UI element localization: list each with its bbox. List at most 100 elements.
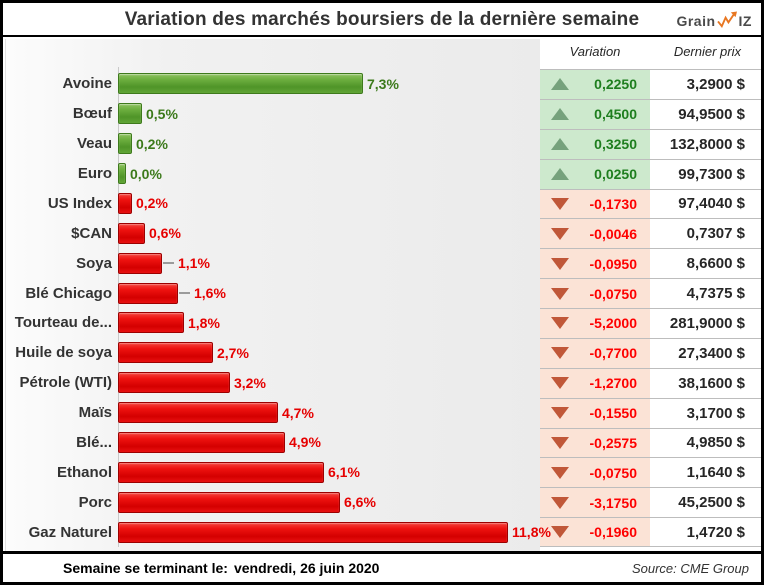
bar-value-label: 7,3% bbox=[367, 75, 399, 92]
variation-value: -0,0750 bbox=[589, 464, 637, 481]
chart-row: Veau 0,2% 0,3250 132,8000 $ bbox=[3, 128, 761, 159]
chart-row: Huile de soya 2,7% -0,7700 27,3400 $ bbox=[3, 337, 761, 368]
down-triangle-icon bbox=[551, 257, 569, 270]
variation-value: -0,2575 bbox=[589, 434, 637, 451]
negative-bar bbox=[118, 312, 184, 334]
bar-value-label: 11,8% bbox=[512, 524, 551, 541]
variation-cell: 0,4500 bbox=[540, 98, 650, 129]
variation-value: -0,0750 bbox=[589, 285, 637, 302]
bar-zone: 0,6% bbox=[118, 218, 540, 248]
bar-zone: 7,3% bbox=[118, 69, 540, 99]
column-header-price: Dernier prix bbox=[673, 44, 741, 59]
price-cell: 8,6600 $ bbox=[650, 248, 761, 279]
down-triangle-icon bbox=[551, 496, 569, 509]
chart-row: Avoine 7,3% 0,2250 3,2900 $ bbox=[3, 69, 761, 99]
price-cell: 132,8000 $ bbox=[650, 128, 761, 159]
variation-cell: 0,0250 bbox=[540, 158, 650, 189]
bar-value-label: 2,7% bbox=[217, 344, 249, 361]
bar-zone: 0,5% bbox=[118, 99, 540, 129]
footer: Semaine se terminant le: vendredi, 26 jui… bbox=[3, 551, 761, 582]
variation-value: -0,0950 bbox=[589, 255, 637, 272]
variation-cell: -0,7700 bbox=[540, 337, 650, 368]
variation-value: -5,2000 bbox=[589, 315, 637, 332]
price-cell: 0,7307 $ bbox=[650, 218, 761, 249]
chart-row: Blé... 4,9% -0,2575 4,9850 $ bbox=[3, 427, 761, 458]
row-label: $CAN bbox=[71, 224, 112, 242]
chart-row: Gaz Naturel 11,8% -0,1960 1,4720 $ bbox=[3, 517, 761, 547]
bar-value-label: 6,6% bbox=[344, 494, 376, 511]
positive-bar bbox=[118, 103, 142, 125]
row-label: Porc bbox=[78, 493, 112, 511]
price-value: 4,7375 $ bbox=[686, 285, 745, 303]
bar-value-label: 0,0% bbox=[130, 165, 162, 182]
row-label: Huile de soya bbox=[15, 344, 112, 362]
variation-value: 0,2250 bbox=[594, 76, 637, 93]
bar-zone: 0,2% bbox=[118, 189, 540, 219]
variation-value: -0,0046 bbox=[589, 225, 637, 242]
down-triangle-icon bbox=[551, 377, 569, 390]
row-label: Pétrole (WTI) bbox=[19, 374, 113, 392]
chart-row: US Index 0,2% -0,1730 97,4040 $ bbox=[3, 188, 761, 219]
bar-value-label: 0,2% bbox=[136, 195, 168, 212]
bar-value-label: 0,2% bbox=[136, 135, 168, 152]
price-cell: 45,2500 $ bbox=[650, 487, 761, 518]
down-triangle-icon bbox=[551, 466, 569, 479]
bar-value-label: 0,6% bbox=[149, 225, 181, 242]
variation-cell: 0,2250 bbox=[540, 69, 650, 99]
negative-bar bbox=[118, 282, 178, 304]
chart-row: Pétrole (WTI) 3,2% -1,2700 38,1600 $ bbox=[3, 367, 761, 398]
price-value: 3,2900 $ bbox=[686, 75, 745, 93]
price-cell: 4,7375 $ bbox=[650, 278, 761, 308]
logo-text-grain: Grain bbox=[676, 12, 716, 29]
variation-value: -0,7700 bbox=[589, 345, 637, 362]
chart-row: $CAN 0,6% -0,0046 0,7307 $ bbox=[3, 218, 761, 249]
variation-cell: -0,1550 bbox=[540, 397, 650, 428]
bar-zone: 6,6% bbox=[118, 487, 540, 517]
bar-zone: 1,1% bbox=[118, 248, 540, 278]
variation-cell: -3,1750 bbox=[540, 487, 650, 518]
bar-zone: 0,2% bbox=[118, 129, 540, 159]
variation-cell: -0,2575 bbox=[540, 427, 650, 458]
negative-bar bbox=[118, 521, 508, 543]
bar-zone: 11,8% bbox=[118, 517, 551, 547]
variation-value: -0,1550 bbox=[589, 405, 637, 422]
variation-value: 0,0250 bbox=[594, 166, 637, 183]
negative-bar bbox=[118, 372, 230, 394]
price-cell: 1,1640 $ bbox=[650, 457, 761, 488]
up-triangle-icon bbox=[551, 168, 569, 181]
price-value: 1,1640 $ bbox=[686, 464, 745, 482]
up-triangle-icon bbox=[551, 78, 569, 91]
variation-cell: -0,1730 bbox=[540, 188, 650, 219]
price-value: 0,7307 $ bbox=[686, 225, 745, 243]
price-cell: 38,1600 $ bbox=[650, 367, 761, 398]
up-triangle-icon bbox=[551, 108, 569, 121]
down-triangle-icon bbox=[551, 407, 569, 420]
chart-row: Euro 0,0% 0,0250 99,7300 $ bbox=[3, 158, 761, 189]
chart-row: Blé Chicago 1,6% -0,0750 4,7375 $ bbox=[3, 278, 761, 308]
price-cell: 97,4040 $ bbox=[650, 188, 761, 219]
row-label: Tourteau de... bbox=[14, 314, 112, 332]
price-value: 99,7300 $ bbox=[678, 165, 745, 183]
down-triangle-icon bbox=[551, 227, 569, 240]
price-value: 4,9850 $ bbox=[686, 434, 745, 452]
bar-zone: 2,7% bbox=[118, 338, 540, 368]
chart-row: Porc 6,6% -3,1750 45,2500 $ bbox=[3, 487, 761, 518]
bar-value-label: 4,9% bbox=[289, 434, 321, 451]
negative-bar bbox=[118, 431, 285, 453]
down-triangle-icon bbox=[551, 197, 569, 210]
price-cell: 3,1700 $ bbox=[650, 397, 761, 428]
price-value: 3,1700 $ bbox=[686, 404, 745, 422]
negative-bar bbox=[118, 192, 132, 214]
row-label: Bœuf bbox=[72, 105, 112, 123]
row-label: Soya bbox=[76, 254, 112, 272]
down-triangle-icon bbox=[551, 287, 569, 300]
price-cell: 281,9000 $ bbox=[650, 308, 761, 338]
bar-zone: 1,8% bbox=[118, 308, 540, 338]
price-cell: 3,2900 $ bbox=[650, 69, 761, 99]
leader-dash bbox=[163, 262, 174, 265]
negative-bar bbox=[118, 252, 162, 274]
column-header-variation: Variation bbox=[569, 44, 621, 59]
logo-text-iz: IZ bbox=[738, 12, 752, 29]
variation-cell: 0,3250 bbox=[540, 128, 650, 159]
price-value: 1,4720 $ bbox=[686, 523, 745, 541]
